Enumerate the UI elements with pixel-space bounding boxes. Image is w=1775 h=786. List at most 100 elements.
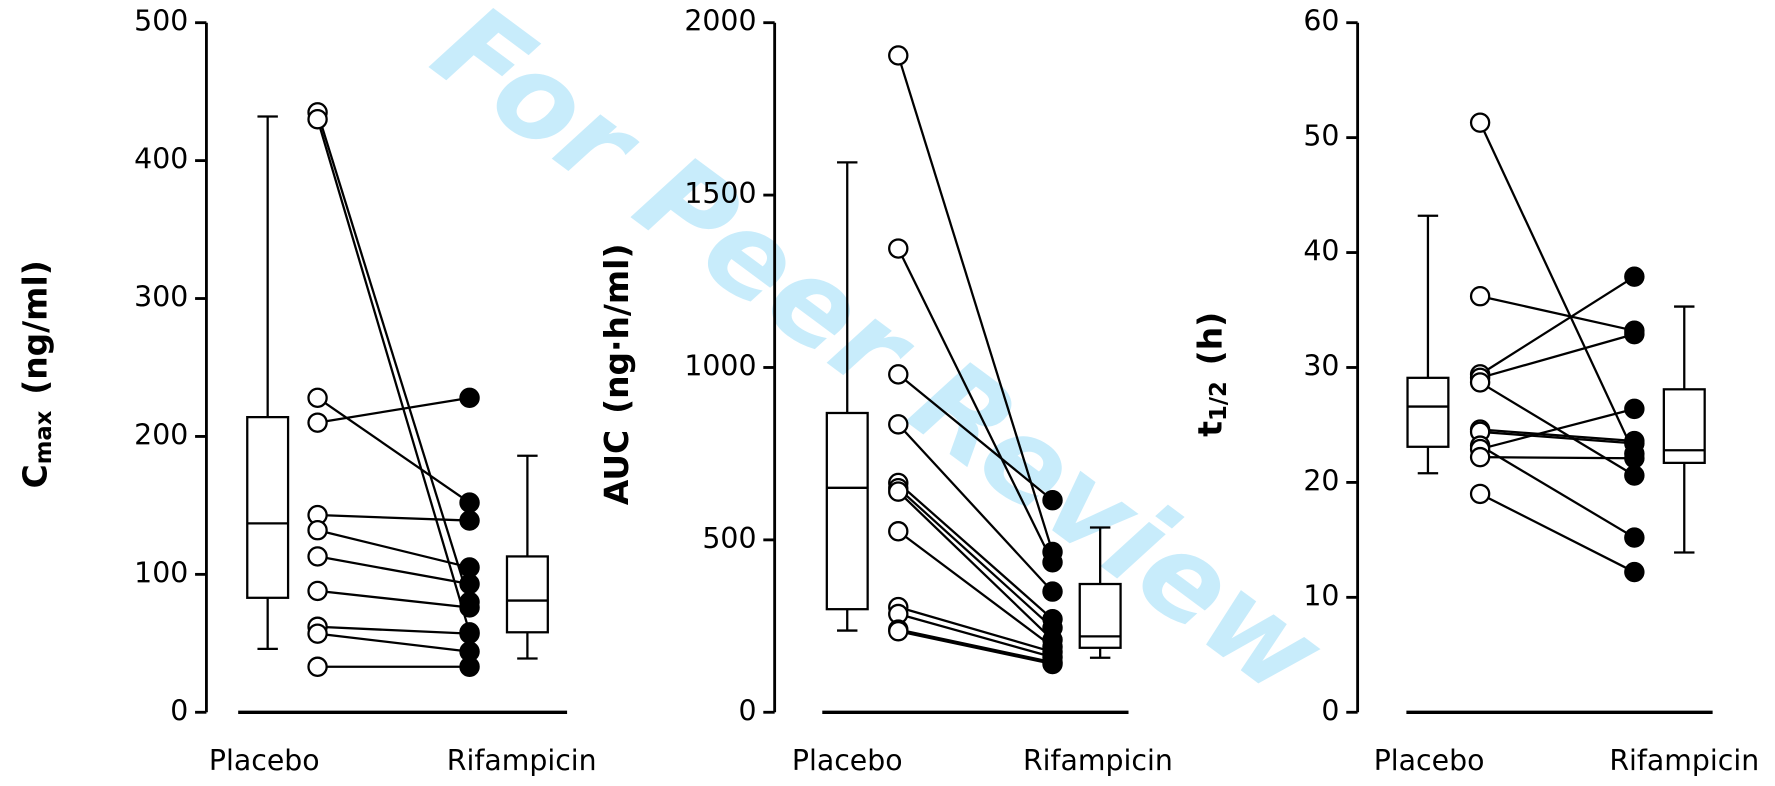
pair-line bbox=[897, 482, 1054, 621]
pair-line bbox=[317, 555, 470, 586]
placebo-point bbox=[888, 414, 909, 435]
pair-line bbox=[317, 625, 470, 635]
placebo-point bbox=[888, 238, 909, 259]
y-tick-label: 500 bbox=[134, 5, 188, 38]
placebo-point bbox=[888, 364, 909, 385]
y-label-subscript: max bbox=[31, 410, 57, 464]
rifampicin-point bbox=[1624, 527, 1645, 548]
y-axis-label: t1/2 (h) bbox=[1190, 312, 1232, 437]
y-tick-label: 0 bbox=[1321, 694, 1339, 727]
rifampicin-point bbox=[1042, 552, 1063, 573]
pair-line bbox=[316, 396, 471, 504]
pair-line bbox=[317, 632, 470, 653]
y-label-unit: (ng/ml) bbox=[15, 260, 54, 395]
placebo-point bbox=[307, 623, 328, 644]
y-label-text: AUC bbox=[597, 430, 636, 505]
placebo-point bbox=[1469, 483, 1491, 505]
rifampicin-point bbox=[1624, 323, 1645, 345]
pair-line bbox=[1479, 333, 1635, 379]
x-category-label: Placebo bbox=[209, 744, 320, 777]
rifampicin-point bbox=[459, 492, 480, 513]
pair-line bbox=[898, 630, 1053, 666]
rifampicin-point bbox=[459, 623, 480, 644]
x-category-label: Rifampicin bbox=[447, 744, 597, 777]
rifampicin-point bbox=[1624, 266, 1645, 287]
placebo-point bbox=[888, 621, 909, 642]
pair-line bbox=[898, 628, 1053, 664]
pair-line bbox=[1479, 122, 1636, 455]
pair-line bbox=[897, 373, 1054, 502]
pair-line bbox=[317, 589, 470, 609]
x-category-label: Placebo bbox=[792, 744, 903, 777]
box bbox=[505, 555, 549, 634]
box bbox=[1406, 376, 1450, 448]
placebo-point bbox=[307, 109, 328, 130]
placebo-point bbox=[1469, 112, 1491, 133]
pair-line bbox=[316, 111, 471, 603]
pair-line bbox=[897, 55, 1054, 553]
y-tick-label: 0 bbox=[738, 694, 756, 727]
placebo-point bbox=[888, 521, 909, 542]
rifampicin-point bbox=[1042, 653, 1063, 675]
box bbox=[1078, 582, 1122, 649]
placebo-point bbox=[888, 481, 909, 502]
placebo-point bbox=[307, 546, 328, 567]
y-tick-label: 300 bbox=[134, 281, 188, 314]
y-label-subscript: 1/2 bbox=[1206, 381, 1232, 421]
pair-line bbox=[1480, 455, 1635, 460]
rifampicin-point bbox=[459, 597, 480, 618]
y-tick-label: 0 bbox=[170, 694, 188, 727]
y-tick-label: 400 bbox=[134, 143, 188, 176]
placebo-point bbox=[307, 520, 328, 541]
y-tick-label: 60 bbox=[1303, 5, 1339, 38]
pair-line bbox=[1479, 295, 1635, 332]
pair-line bbox=[897, 487, 1054, 629]
y-tick-label: 20 bbox=[1303, 464, 1339, 497]
pair-line bbox=[897, 248, 1054, 563]
pair-line bbox=[1479, 407, 1635, 451]
rifampicin-point bbox=[1042, 490, 1063, 511]
y-tick-label: 100 bbox=[134, 556, 188, 589]
x-category-label: Placebo bbox=[1374, 744, 1485, 777]
pair-line bbox=[1479, 444, 1635, 539]
pair-line bbox=[317, 513, 470, 522]
box bbox=[825, 411, 869, 611]
box bbox=[246, 415, 290, 599]
box bbox=[1662, 388, 1706, 465]
rifampicin-point bbox=[1624, 448, 1645, 469]
rifampicin-point bbox=[459, 510, 480, 531]
y-tick-label: 10 bbox=[1303, 579, 1339, 612]
x-category-label: Rifampicin bbox=[1023, 744, 1173, 777]
rifampicin-point bbox=[1624, 561, 1645, 583]
y-label-text: C bbox=[15, 464, 54, 488]
placebo-point bbox=[307, 580, 328, 602]
pair-line bbox=[316, 118, 471, 633]
pair-line bbox=[1480, 428, 1635, 443]
rifampicin-point bbox=[459, 387, 480, 409]
y-label-unit: (h) bbox=[1190, 312, 1229, 365]
y-tick-label: 2000 bbox=[684, 5, 756, 38]
rifampicin-point bbox=[459, 656, 480, 677]
pair-line bbox=[317, 396, 470, 424]
pair-line bbox=[897, 490, 1054, 641]
x-category-label: Rifampicin bbox=[1609, 744, 1759, 777]
placebo-point bbox=[307, 656, 328, 677]
y-tick-label: 50 bbox=[1303, 120, 1339, 153]
placebo-point bbox=[1469, 446, 1491, 468]
rifampicin-point bbox=[459, 573, 480, 595]
pair-line bbox=[317, 529, 470, 569]
placebo-point bbox=[888, 45, 909, 66]
pair-line bbox=[897, 530, 1054, 648]
y-tick-label: 40 bbox=[1303, 235, 1339, 268]
y-label-text: t bbox=[1190, 421, 1229, 437]
y-label-unit: (ng·h/ml) bbox=[597, 244, 636, 414]
y-tick-label: 200 bbox=[134, 418, 188, 451]
y-tick-label: 30 bbox=[1303, 349, 1339, 382]
y-axis-label: Cmax (ng/ml) bbox=[15, 260, 57, 488]
pair-line bbox=[1479, 275, 1635, 376]
y-tick-label: 1000 bbox=[684, 349, 756, 382]
pair-line bbox=[897, 423, 1054, 593]
pair-line bbox=[897, 606, 1053, 654]
rifampicin-point bbox=[1042, 581, 1063, 602]
